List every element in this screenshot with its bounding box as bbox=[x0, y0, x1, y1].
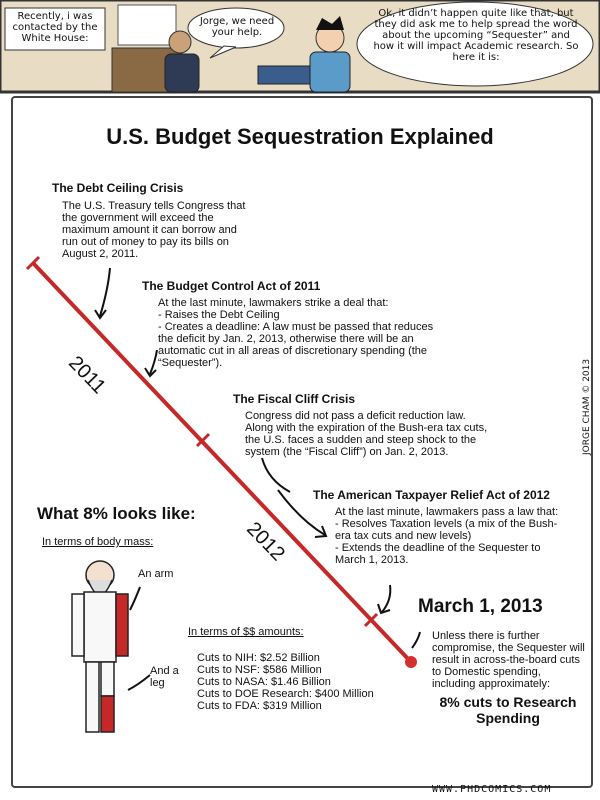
bubble-tail bbox=[209, 45, 237, 59]
window bbox=[117, 4, 177, 46]
event-item: - Creates a deadline: A law must be pass… bbox=[158, 321, 434, 369]
subheading: In terms of $$ amounts: bbox=[188, 626, 304, 638]
event-body: The U.S. Treasury tells Congress that th… bbox=[62, 200, 246, 260]
credit: JORGE CHAM © 2013 bbox=[582, 358, 592, 455]
subheading: In terms of body mass: bbox=[42, 536, 154, 548]
caption-box bbox=[4, 7, 106, 51]
cut-item: Cuts to FDA: $319 Million bbox=[197, 700, 322, 712]
header-border bbox=[0, 0, 600, 94]
event-body: Congress did not pass a deficit reductio… bbox=[245, 410, 488, 458]
cut-item: Cuts to NSF: $586 Million bbox=[197, 664, 322, 676]
event-body: At the last minute, lawmakers strike a d… bbox=[158, 297, 389, 309]
timeline-tick bbox=[363, 612, 379, 628]
main-panel-border bbox=[11, 96, 593, 788]
final-result: 8% cuts to Research Spending bbox=[439, 694, 577, 726]
final-body: Unless there is further compromise, the … bbox=[432, 630, 585, 690]
event-item: - Raises the Debt Ceiling bbox=[158, 309, 280, 321]
figure-label: An arm bbox=[138, 568, 174, 580]
caption: Recently, i was contacted by the White H… bbox=[12, 11, 98, 44]
speech: Jorge, we need your help. bbox=[199, 16, 275, 38]
figure bbox=[71, 560, 129, 733]
comparison-title: What 8% looks like: bbox=[37, 504, 196, 523]
thought: Ok, it didn’t happen quite like that, bu… bbox=[373, 8, 579, 63]
speech-bubble bbox=[187, 7, 285, 49]
cut-item: Cuts to NIH: $2.52 Billion bbox=[197, 652, 320, 664]
cut-item: Cuts to NASA: $1.46 Billion bbox=[197, 676, 331, 688]
final-date: March 1, 2013 bbox=[418, 596, 543, 617]
timeline-end bbox=[405, 656, 417, 668]
arrows bbox=[94, 267, 421, 691]
footer: WWW.PHDCOMICS.COM bbox=[432, 784, 552, 795]
event-item: - Extends the deadline of the Sequester … bbox=[335, 542, 541, 566]
jorge-hair bbox=[316, 16, 344, 30]
timeline-start bbox=[25, 255, 41, 271]
event-title: The Budget Control Act of 2011 bbox=[142, 279, 321, 293]
event-body: At the last minute, lawmakers pass a law… bbox=[335, 506, 559, 518]
figure-label: And a leg bbox=[150, 665, 179, 689]
timeline-tick bbox=[195, 432, 211, 448]
event-title: The American Taxpayer Relief Act of 2012 bbox=[313, 488, 550, 502]
thought-bubble bbox=[356, 1, 594, 87]
timeline bbox=[31, 261, 413, 664]
event-title: The Fiscal Cliff Crisis bbox=[233, 392, 356, 406]
jorge-body bbox=[309, 51, 351, 93]
cut-item: Cuts to DOE Research: $400 Million bbox=[197, 688, 374, 700]
obama-head bbox=[168, 30, 192, 54]
title: U.S. Budget Sequestration Explained bbox=[106, 124, 494, 149]
event-item: - Resolves Taxation levels (a mix of the… bbox=[335, 518, 558, 542]
event-title: The Debt Ceiling Crisis bbox=[52, 181, 184, 195]
obama-body bbox=[164, 53, 200, 93]
